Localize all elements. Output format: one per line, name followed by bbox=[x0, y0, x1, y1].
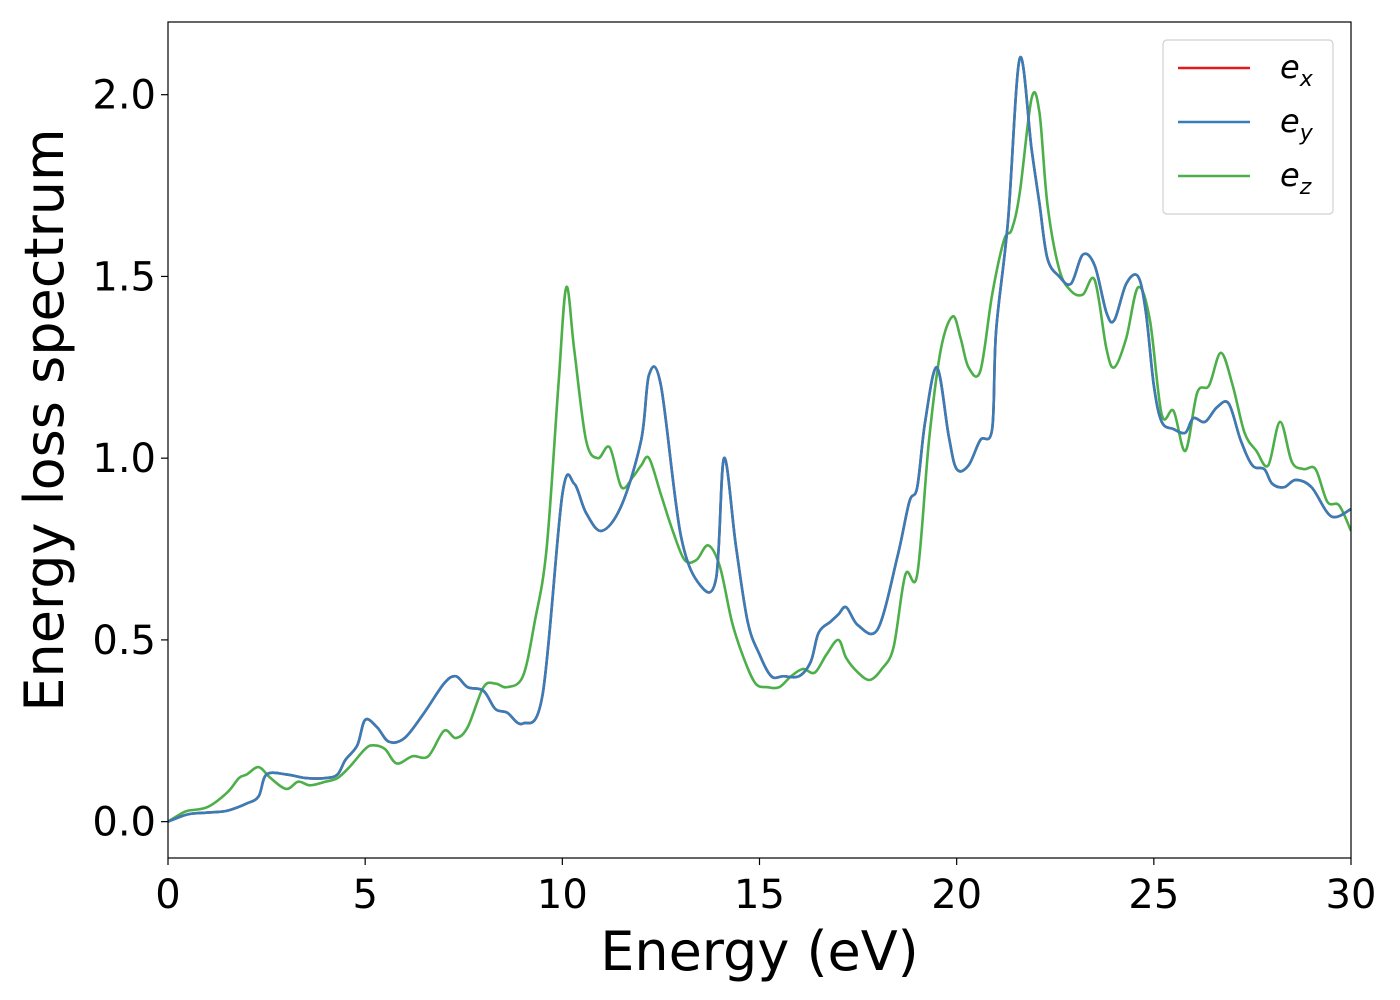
x-tick-label: 5 bbox=[352, 872, 377, 918]
legend-label-z: ez bbox=[1280, 156, 1312, 200]
series-line-y bbox=[168, 55, 1351, 823]
x-axis-title: Energy (eV) bbox=[600, 920, 919, 983]
y-axis-title: Energy loss spectrum bbox=[13, 128, 76, 711]
legend-label-x: ex bbox=[1280, 48, 1314, 92]
y-axis-ticks: 0.0 0.5 1.0 1.5 2.0 bbox=[92, 73, 168, 846]
legend-label-y: ey bbox=[1280, 102, 1314, 146]
legend-box bbox=[1162, 39, 1334, 215]
y-tick-label: 0.0 bbox=[92, 800, 156, 846]
x-tick-label: 10 bbox=[537, 872, 588, 918]
y-tick-label: 2.0 bbox=[92, 73, 156, 119]
x-tick-label: 20 bbox=[931, 872, 982, 918]
x-axis-ticks: 0 5 10 15 20 25 30 bbox=[155, 858, 1376, 918]
legend: ex ey ez bbox=[1162, 39, 1334, 215]
y-tick-label: 1.5 bbox=[92, 254, 156, 300]
y-tick-label: 1.0 bbox=[92, 436, 156, 482]
plot-lines bbox=[168, 55, 1351, 823]
x-tick-label: 0 bbox=[155, 872, 180, 918]
x-tick-label: 15 bbox=[734, 872, 785, 918]
y-tick-label: 0.5 bbox=[92, 618, 156, 664]
x-tick-label: 25 bbox=[1128, 872, 1179, 918]
x-tick-label: 30 bbox=[1326, 872, 1377, 918]
